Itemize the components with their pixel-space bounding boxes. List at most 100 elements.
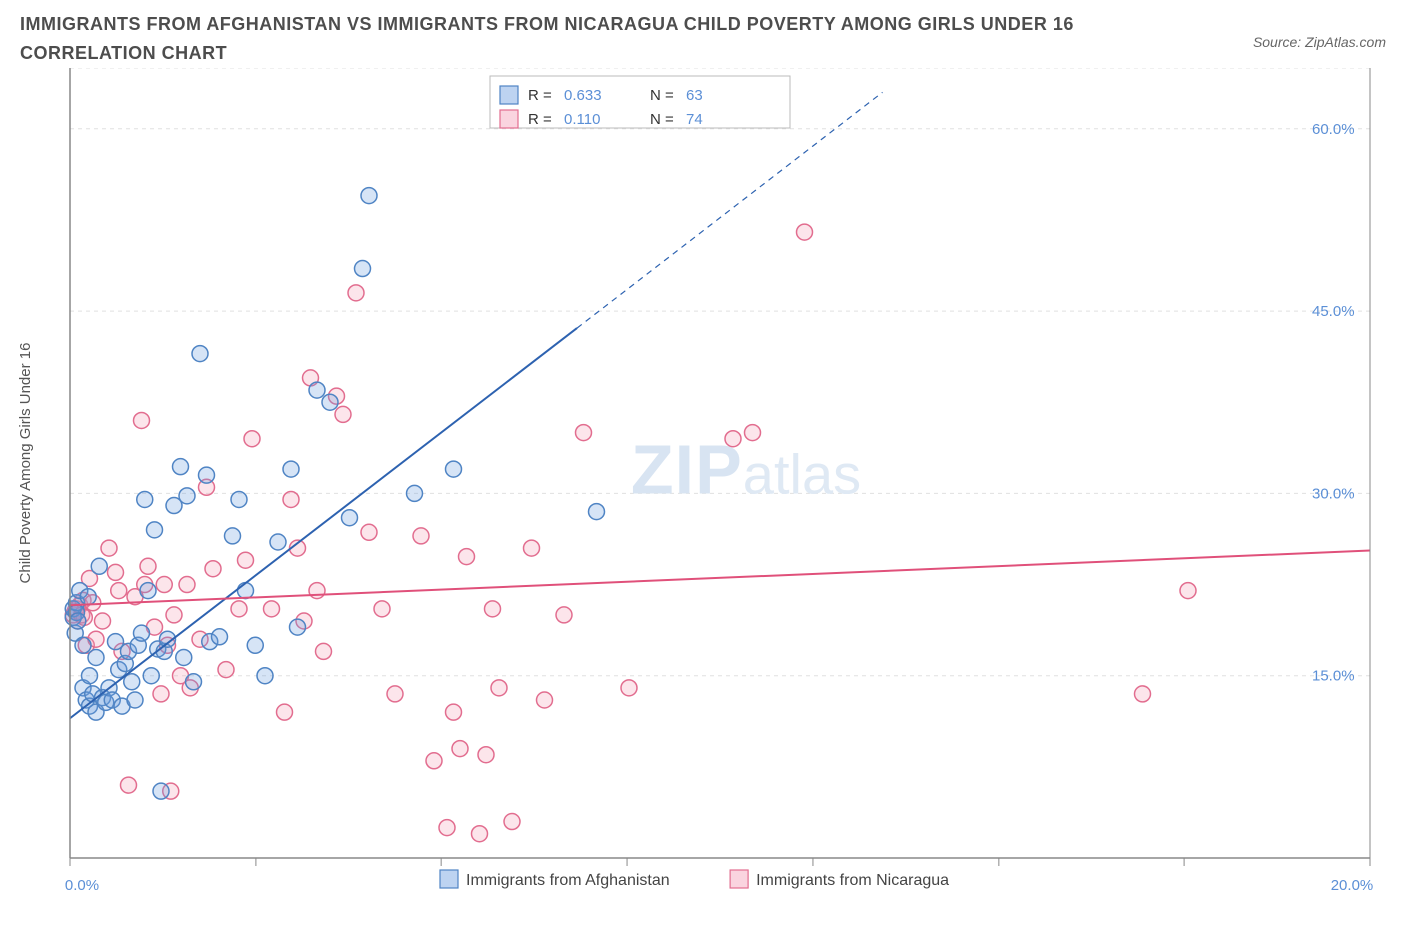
scatter-point-nicaragua — [439, 819, 455, 835]
legend-n-label: N = — [650, 111, 674, 128]
scatter-point-nicaragua — [459, 548, 475, 564]
y-tick-label: 60.0% — [1312, 120, 1355, 137]
scatter-point-afghanistan — [176, 649, 192, 665]
scatter-point-afghanistan — [238, 582, 254, 598]
legend-n-label: N = — [650, 87, 674, 104]
scatter-point-nicaragua — [231, 600, 247, 616]
chart-title: IMMIGRANTS FROM AFGHANISTAN VS IMMIGRANT… — [20, 10, 1140, 68]
scatter-point-nicaragua — [264, 600, 280, 616]
scatter-point-nicaragua — [1180, 582, 1196, 598]
scatter-point-afghanistan — [70, 613, 86, 629]
watermark: ZIPatlas — [631, 430, 861, 508]
scatter-point-nicaragua — [556, 607, 572, 623]
y-tick-label: 15.0% — [1312, 667, 1355, 684]
scatter-point-afghanistan — [91, 558, 107, 574]
scatter-point-afghanistan — [290, 619, 306, 635]
scatter-point-afghanistan — [355, 260, 371, 276]
scatter-point-afghanistan — [88, 649, 104, 665]
scatter-point-nicaragua — [277, 704, 293, 720]
scatter-point-afghanistan — [361, 187, 377, 203]
scatter-point-afghanistan — [80, 588, 96, 604]
scatter-point-nicaragua — [205, 560, 221, 576]
scatter-point-nicaragua — [101, 540, 117, 556]
legend-r-label: R = — [528, 111, 552, 128]
scatter-point-nicaragua — [374, 600, 390, 616]
legend-r-value-nicaragua: 0.110 — [564, 111, 600, 128]
scatter-point-nicaragua — [472, 825, 488, 841]
bottom-legend-swatch-afghanistan — [440, 870, 458, 888]
scatter-point-afghanistan — [342, 509, 358, 525]
scatter-point-nicaragua — [156, 576, 172, 592]
x-tick-label: 20.0% — [1331, 877, 1374, 894]
scatter-point-afghanistan — [257, 667, 273, 683]
legend-r-label: R = — [528, 87, 552, 104]
scatter-point-afghanistan — [82, 667, 98, 683]
scatter-point-afghanistan — [186, 673, 202, 689]
legend-swatch-nicaragua — [500, 110, 518, 128]
y-tick-label: 45.0% — [1312, 303, 1355, 320]
scatter-point-nicaragua — [576, 424, 592, 440]
scatter-point-nicaragua — [446, 704, 462, 720]
scatter-point-nicaragua — [452, 740, 468, 756]
scatter-point-nicaragua — [166, 607, 182, 623]
y-axis-label: Child Poverty Among Girls Under 16 — [17, 342, 34, 583]
scatter-point-nicaragua — [244, 430, 260, 446]
scatter-point-nicaragua — [95, 613, 111, 629]
scatter-point-afghanistan — [589, 503, 605, 519]
scatter-point-nicaragua — [238, 552, 254, 568]
scatter-point-nicaragua — [485, 600, 501, 616]
scatter-point-nicaragua — [725, 430, 741, 446]
scatter-point-nicaragua — [491, 679, 507, 695]
trendline-nicaragua — [70, 550, 1370, 605]
scatter-point-nicaragua — [153, 686, 169, 702]
scatter-point-nicaragua — [348, 284, 364, 300]
scatter-point-nicaragua — [426, 752, 442, 768]
scatter-point-nicaragua — [745, 424, 761, 440]
scatter-point-afghanistan — [153, 783, 169, 799]
scatter-point-nicaragua — [524, 540, 540, 556]
scatter-point-afghanistan — [212, 628, 228, 644]
scatter-point-nicaragua — [537, 692, 553, 708]
scatter-point-nicaragua — [316, 643, 332, 659]
scatter-point-nicaragua — [335, 406, 351, 422]
x-tick-label: 0.0% — [65, 877, 99, 894]
scatter-point-afghanistan — [127, 692, 143, 708]
scatter-point-nicaragua — [179, 576, 195, 592]
scatter-point-nicaragua — [283, 491, 299, 507]
legend-n-value-nicaragua: 74 — [686, 111, 703, 128]
source-label: Source: ZipAtlas.com — [1253, 34, 1386, 50]
bottom-legend-label-nicaragua: Immigrants from Nicaragua — [756, 872, 949, 889]
bottom-legend-swatch-nicaragua — [730, 870, 748, 888]
scatter-point-afghanistan — [446, 461, 462, 477]
scatter-point-afghanistan — [270, 534, 286, 550]
legend-r-value-afghanistan: 0.633 — [564, 87, 602, 104]
scatter-point-nicaragua — [121, 777, 137, 793]
scatter-point-nicaragua — [478, 746, 494, 762]
scatter-point-nicaragua — [140, 558, 156, 574]
legend-n-value-afghanistan: 63 — [686, 87, 703, 104]
scatter-point-afghanistan — [75, 637, 91, 653]
scatter-point-afghanistan — [143, 667, 159, 683]
scatter-point-afghanistan — [283, 461, 299, 477]
scatter-point-nicaragua — [504, 813, 520, 829]
legend-swatch-afghanistan — [500, 86, 518, 104]
scatter-point-afghanistan — [192, 345, 208, 361]
scatter-point-afghanistan — [407, 485, 423, 501]
scatter-point-nicaragua — [309, 582, 325, 598]
scatter-point-afghanistan — [309, 382, 325, 398]
scatter-point-afghanistan — [247, 637, 263, 653]
scatter-point-nicaragua — [111, 582, 127, 598]
scatter-point-afghanistan — [199, 467, 215, 483]
scatter-point-afghanistan — [173, 458, 189, 474]
scatter-point-nicaragua — [797, 224, 813, 240]
correlation-scatter-chart: ZIPatlas0.0%20.0%15.0%30.0%45.0%60.0%Chi… — [10, 68, 1396, 918]
scatter-point-nicaragua — [361, 524, 377, 540]
scatter-point-afghanistan — [225, 528, 241, 544]
scatter-point-afghanistan — [134, 625, 150, 641]
scatter-point-nicaragua — [108, 564, 124, 580]
scatter-point-nicaragua — [218, 661, 234, 677]
scatter-point-afghanistan — [231, 491, 247, 507]
scatter-point-nicaragua — [621, 679, 637, 695]
scatter-point-nicaragua — [134, 412, 150, 428]
scatter-point-afghanistan — [179, 487, 195, 503]
